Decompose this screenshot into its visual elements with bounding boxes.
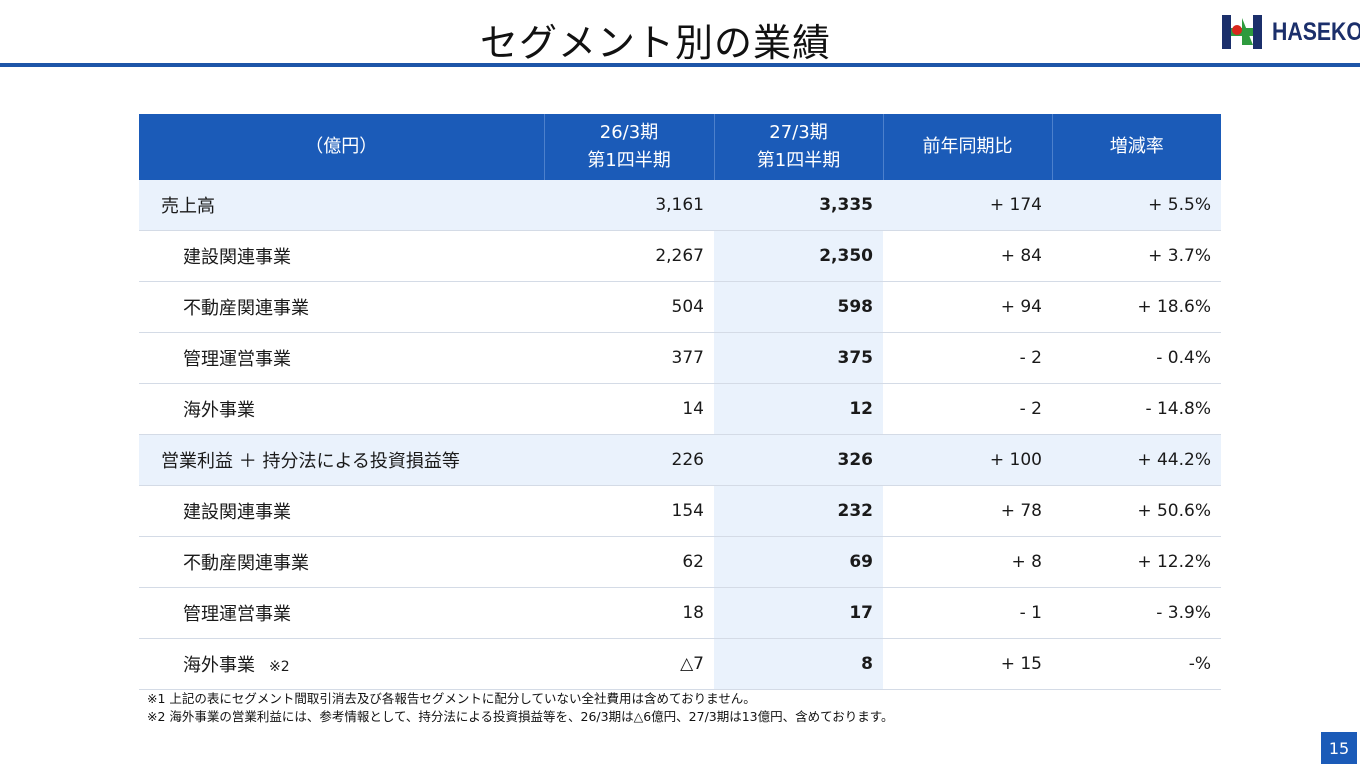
table-row: 建設関連事業 154 232 + 78 + 50.6% <box>139 485 1221 537</box>
row-label: 建設関連事業 <box>139 485 544 537</box>
footnotes: ※1 上記の表にセグメント間取引消去及び各報告セグメントに配分していない全社費用… <box>147 690 894 726</box>
row-yoy: + 100 <box>883 434 1052 486</box>
row-prev: 2,267 <box>544 230 714 282</box>
row-yoy: + 174 <box>883 180 1052 231</box>
row-rate: + 3.7% <box>1052 230 1221 282</box>
row-cur: 2,350 <box>714 230 883 282</box>
row-cur: 8 <box>714 638 883 690</box>
table-row: 営業利益 ＋ 持分法による投資損益等 226 326 + 100 + 44.2% <box>139 434 1221 486</box>
table-row: 海外事業 ※2 △7 8 + 15 -% <box>139 638 1221 690</box>
row-cur: 3,335 <box>714 180 883 231</box>
table-row: 売上高 3,161 3,335 + 174 + 5.5% <box>139 180 1221 231</box>
footnote-marker: ※2 <box>269 659 290 675</box>
row-label-cell: 海外事業 ※2 <box>139 638 544 690</box>
row-label: 海外事業 <box>139 383 544 435</box>
header-yoy: 前年同期比 <box>883 114 1053 180</box>
row-prev: 14 <box>544 383 714 435</box>
row-cur: 232 <box>714 485 883 537</box>
table-header-row: （億円） 26/3期 第1四半期 27/3期 第1四半期 前年同期比 増減率 <box>139 114 1221 180</box>
row-yoy: - 1 <box>883 587 1052 639</box>
footnote-1: ※1 上記の表にセグメント間取引消去及び各報告セグメントに配分していない全社費用… <box>147 691 756 706</box>
page-title: セグメント別の業績 <box>480 21 832 65</box>
row-rate: + 44.2% <box>1052 434 1221 486</box>
header-prev-line1: 26/3期 <box>599 122 659 143</box>
row-cur: 326 <box>714 434 883 486</box>
header-rate: 増減率 <box>1052 114 1221 180</box>
table-row: 管理運営事業 377 375 - 2 - 0.4% <box>139 332 1221 384</box>
row-yoy: + 15 <box>883 638 1052 690</box>
row-rate: + 18.6% <box>1052 281 1221 333</box>
row-label: 管理運営事業 <box>139 332 544 384</box>
row-cur: 17 <box>714 587 883 639</box>
row-label: 建設関連事業 <box>139 230 544 282</box>
table-row: 海外事業 14 12 - 2 - 14.8% <box>139 383 1221 435</box>
row-prev: 504 <box>544 281 714 333</box>
row-label: 不動産関連事業 <box>139 536 544 588</box>
header-cur-period: 27/3期 第1四半期 <box>714 114 884 180</box>
row-cur: 69 <box>714 536 883 588</box>
row-rate: -% <box>1052 638 1221 690</box>
row-yoy: + 78 <box>883 485 1052 537</box>
header-prev-line2: 第1四半期 <box>587 150 671 171</box>
footnote-2: ※2 海外事業の営業利益には、参考情報として、持分法による投資損益等を、26/3… <box>147 709 894 724</box>
table-row: 不動産関連事業 504 598 + 94 + 18.6% <box>139 281 1221 333</box>
row-prev: 226 <box>544 434 714 486</box>
table-row: 不動産関連事業 62 69 + 8 + 12.2% <box>139 536 1221 588</box>
row-cur: 375 <box>714 332 883 384</box>
row-rate: - 14.8% <box>1052 383 1221 435</box>
row-rate: + 12.2% <box>1052 536 1221 588</box>
row-cur: 12 <box>714 383 883 435</box>
segment-results-table: （億円） 26/3期 第1四半期 27/3期 第1四半期 前年同期比 増減率 売… <box>139 114 1221 690</box>
table-row: 建設関連事業 2,267 2,350 + 84 + 3.7% <box>139 230 1221 282</box>
header-cur-line1: 27/3期 <box>769 122 828 143</box>
row-label: 管理運営事業 <box>139 587 544 639</box>
header-cur-line2: 第1四半期 <box>756 150 841 171</box>
row-prev: 62 <box>544 536 714 588</box>
header-unit: （億円） <box>139 114 545 180</box>
row-label: 営業利益 ＋ 持分法による投資損益等 <box>139 434 544 486</box>
row-yoy: + 8 <box>883 536 1052 588</box>
row-prev: 377 <box>544 332 714 384</box>
row-cur: 598 <box>714 281 883 333</box>
row-yoy: + 94 <box>883 281 1052 333</box>
haseko-logo-icon <box>1222 15 1262 49</box>
row-label: 売上高 <box>139 180 544 231</box>
row-rate: - 3.9% <box>1052 587 1221 639</box>
row-label: 不動産関連事業 <box>139 281 544 333</box>
header-prev-period: 26/3期 第1四半期 <box>544 114 715 180</box>
page-number: 15 <box>1321 732 1357 764</box>
row-yoy: - 2 <box>883 332 1052 384</box>
haseko-logo: HASEKO <box>1222 15 1360 49</box>
row-prev: △7 <box>544 638 714 690</box>
row-label: 海外事業 <box>183 655 255 676</box>
row-rate: - 0.4% <box>1052 332 1221 384</box>
row-yoy: + 84 <box>883 230 1052 282</box>
row-yoy: - 2 <box>883 383 1052 435</box>
table-row: 管理運営事業 18 17 - 1 - 3.9% <box>139 587 1221 639</box>
row-rate: + 50.6% <box>1052 485 1221 537</box>
title-divider <box>0 63 1360 67</box>
row-prev: 154 <box>544 485 714 537</box>
row-rate: + 5.5% <box>1052 180 1221 231</box>
logo-text: HASEKO <box>1272 17 1360 46</box>
row-prev: 3,161 <box>544 180 714 231</box>
row-prev: 18 <box>544 587 714 639</box>
